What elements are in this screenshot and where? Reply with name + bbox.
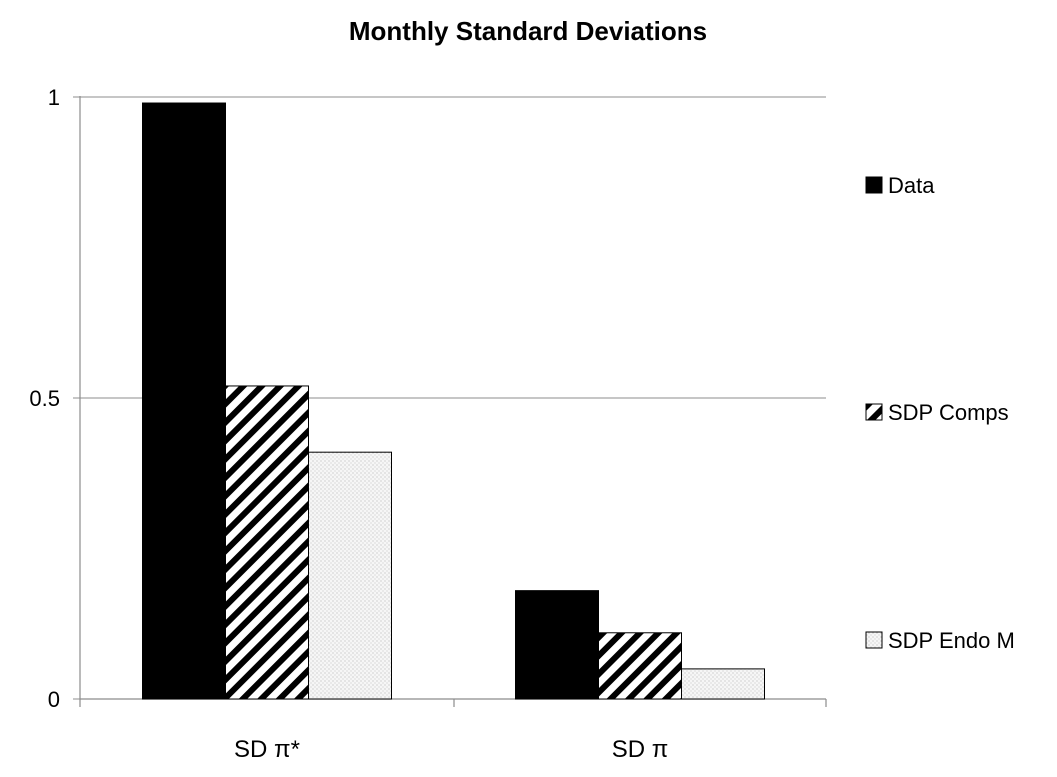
- y-tick-label: 0.5: [29, 386, 60, 411]
- legend-label: Data: [888, 173, 935, 198]
- legend: Data SDP Comps SDP Endo M: [865, 173, 1015, 653]
- y-tick-label: 0: [48, 687, 60, 712]
- legend-label: SDP Comps: [888, 400, 1009, 425]
- bar-sdp-comps: [225, 385, 309, 700]
- bars: [142, 102, 765, 700]
- y-axis-ticks: 00.51: [29, 85, 80, 712]
- chart-title: Monthly Standard Deviations: [349, 16, 707, 46]
- bar-sdp-comps: [598, 632, 682, 700]
- bar-data: [515, 590, 599, 700]
- legend-label: SDP Endo M: [888, 628, 1015, 653]
- legend-swatch: [865, 631, 883, 649]
- bar-data: [142, 102, 226, 700]
- x-axis-categories: SD π* SD π: [234, 736, 668, 763]
- bar-sdp-endo-m: [308, 451, 392, 700]
- x-category-label: SD π: [612, 736, 669, 763]
- y-tick-label: 1: [48, 85, 60, 110]
- legend-swatch: [865, 176, 883, 194]
- x-category-label: SD π*: [234, 736, 300, 763]
- bar-sdp-endo-m: [681, 668, 765, 700]
- legend-swatch: [865, 403, 883, 421]
